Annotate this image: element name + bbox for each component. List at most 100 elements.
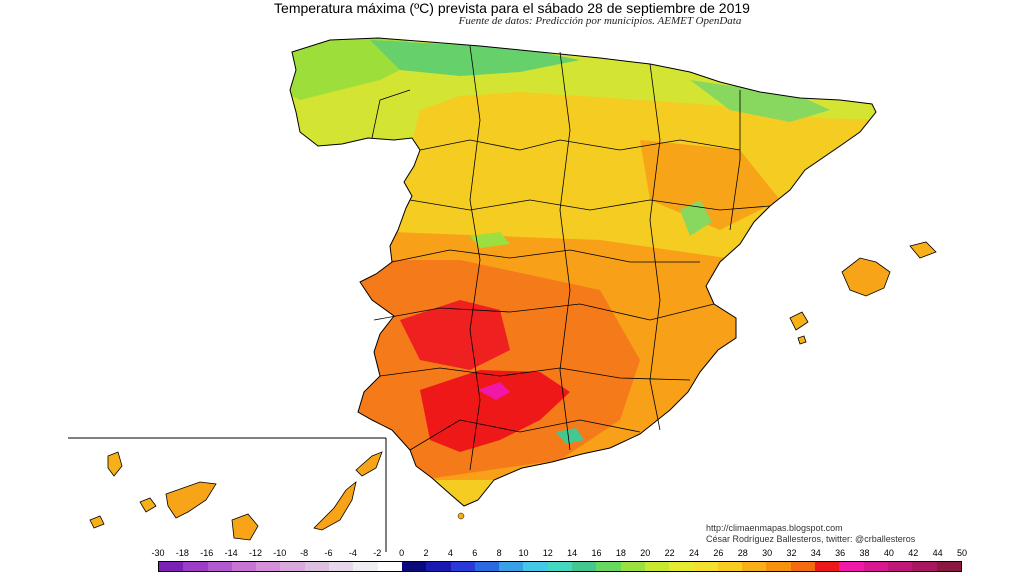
blog-link[interactable]: http://climaenmapas.blogspot.com — [706, 523, 843, 533]
legend-label: -12 — [248, 548, 262, 558]
peninsula — [289, 37, 877, 507]
legend-color-bar — [158, 561, 962, 572]
legend-label: 50 — [956, 548, 968, 558]
legend-swatch — [669, 562, 694, 571]
extreme-heat-spot — [478, 382, 510, 400]
legend-swatch — [353, 562, 378, 571]
ceuta — [457, 512, 465, 520]
legend-label: 2 — [423, 548, 429, 558]
lanzarote — [355, 451, 383, 477]
legend-swatch — [280, 562, 305, 571]
pyrenees-mountains — [690, 80, 830, 122]
legend-label: 32 — [786, 548, 797, 558]
legend-swatch — [547, 562, 573, 571]
ebro-warm-zone — [640, 140, 780, 230]
legend-label: -2 — [373, 548, 382, 558]
legend-label: -14 — [224, 548, 238, 558]
legend-swatch — [742, 562, 767, 571]
map-subtitle: Fuente de datos: Predicción por municipi… — [458, 15, 742, 27]
map-title: Temperatura máxima (ºC) prevista para el… — [274, 0, 750, 16]
balearic-islands — [789, 241, 937, 345]
legend-swatch — [693, 562, 718, 571]
legend-label: -16 — [200, 548, 214, 558]
guadiana-very-hot — [400, 300, 510, 370]
legend-label: 26 — [713, 548, 724, 558]
legend-label: 40 — [883, 548, 894, 558]
mallorca — [841, 257, 891, 297]
legend-label: 30 — [762, 548, 773, 558]
canary-inset-frame — [68, 437, 387, 552]
legend-label: 44 — [932, 548, 943, 558]
legend-swatch — [474, 562, 500, 571]
legend-swatch — [499, 562, 524, 571]
peninsula-border — [289, 37, 877, 507]
legend-labels: -30 -18 -16 -14 -12 -10 -8 -6 -4 -2 0 2 4 6 8 10 12 14 16 1… — [0, 548, 1024, 560]
la-palma — [107, 451, 123, 477]
legend-label: 36 — [835, 548, 846, 558]
guadalquivir-very-hot — [420, 370, 570, 452]
formentera — [797, 335, 807, 345]
legend-swatch — [523, 562, 548, 571]
province-borders — [371, 45, 771, 471]
author-credit: César Rodríguez Ballesteros, twitter: @c… — [706, 534, 916, 544]
legend-label: 10 — [518, 548, 529, 558]
legend-label: 12 — [542, 548, 553, 558]
legend-swatch — [401, 562, 427, 571]
legend-label: 22 — [664, 548, 675, 558]
legend-label: -8 — [300, 548, 309, 558]
tenerife — [165, 481, 217, 519]
credits: http://climaenmapas.blogspot.com César R… — [706, 523, 915, 545]
legend-swatch — [231, 562, 257, 571]
la-gomera — [139, 497, 157, 513]
legend-swatch — [766, 562, 791, 571]
legend-swatch — [304, 562, 330, 571]
legend-label: 0 — [399, 548, 405, 558]
iberian-system-cool — [680, 200, 712, 236]
cantabrian-mountains — [370, 40, 580, 76]
legend-swatch — [183, 562, 208, 571]
legend-label: 14 — [567, 548, 578, 558]
sierra-nevada-cool — [556, 428, 584, 444]
legend-swatch — [426, 562, 451, 571]
legend-swatch — [717, 562, 743, 571]
legend-label: 8 — [496, 548, 502, 558]
legend-swatch — [887, 562, 913, 571]
gredos-cool — [470, 232, 510, 248]
legend-swatch — [644, 562, 670, 571]
legend-label: 28 — [737, 548, 748, 558]
legend-swatch — [207, 562, 232, 571]
legend-label: 38 — [859, 548, 870, 558]
legend-label: -6 — [324, 548, 333, 558]
legend-label: 42 — [908, 548, 919, 558]
legend-swatch — [256, 562, 281, 571]
legend-label: 34 — [810, 548, 821, 558]
canary-islands — [89, 451, 383, 541]
legend-swatch — [596, 562, 621, 571]
legend-label: 24 — [688, 548, 700, 558]
legend-swatch — [839, 562, 864, 571]
fuerteventura — [313, 480, 357, 531]
legend-label: -18 — [175, 548, 189, 558]
legend-label: 20 — [640, 548, 651, 558]
legend-label: -30 — [151, 548, 165, 558]
legend-label: 6 — [472, 548, 478, 558]
legend-label: -4 — [348, 548, 357, 558]
legend-label: 18 — [615, 548, 626, 558]
gran-canaria — [231, 513, 259, 541]
legend-label: 16 — [591, 548, 602, 558]
menorca — [909, 241, 937, 259]
legend-swatch — [912, 562, 937, 571]
ibiza — [789, 311, 809, 331]
legend-swatch — [620, 562, 645, 571]
legend-label: 4 — [447, 548, 453, 558]
legend-swatch — [572, 562, 597, 571]
legend-label: -10 — [273, 548, 287, 558]
legend-swatch — [450, 562, 475, 571]
legend-swatch — [159, 562, 184, 571]
legend-swatch — [863, 562, 888, 571]
legend-swatch — [815, 562, 840, 571]
legend-swatch — [936, 562, 961, 571]
legend-swatch — [790, 562, 816, 571]
legend-swatch — [377, 562, 402, 571]
